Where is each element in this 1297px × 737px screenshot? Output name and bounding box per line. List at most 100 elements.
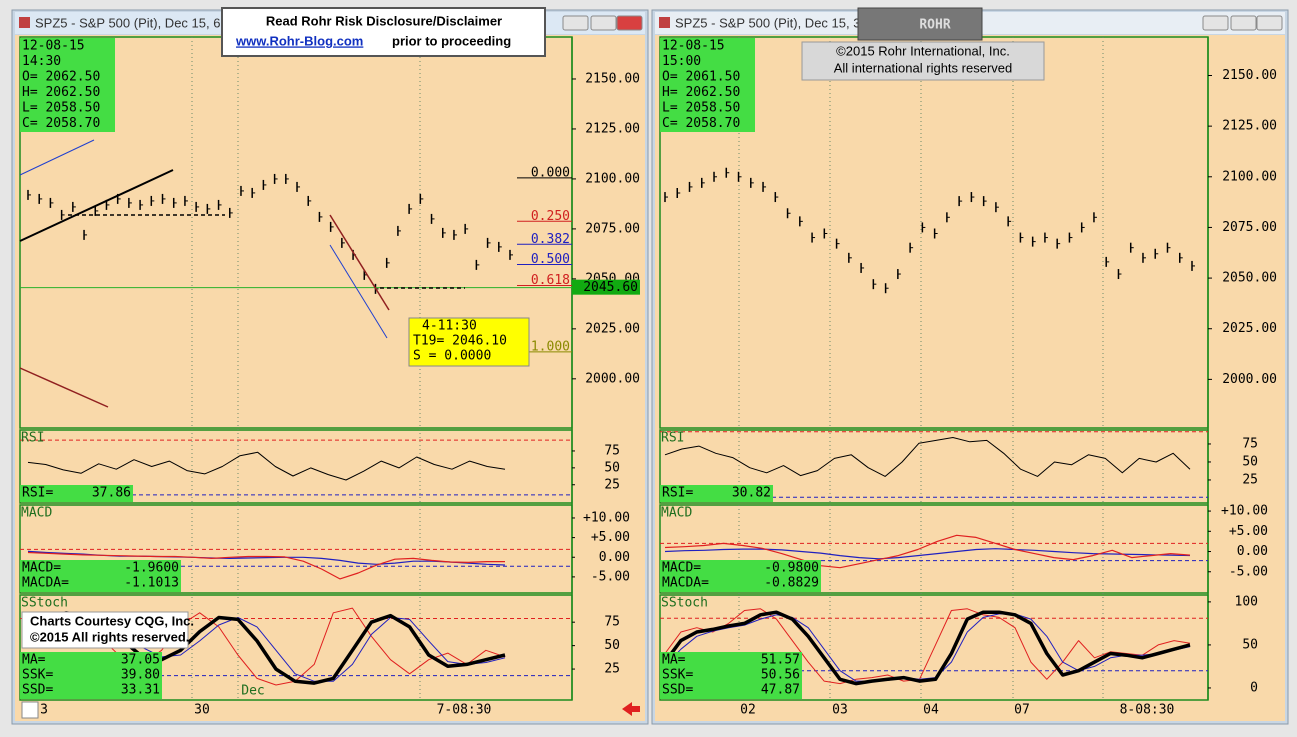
rsi-readout-box (20, 485, 133, 502)
macd-tick-label: 0.00 (599, 550, 630, 565)
stoch-readout-label: MA= (22, 653, 46, 668)
price-tick-label: 2100.00 (585, 171, 640, 186)
last-price-label: 2045.60 (583, 280, 638, 295)
scroll-arrow[interactable] (622, 702, 640, 716)
fib-label: 0.382 (531, 232, 570, 247)
disclaimer-text: prior to proceeding (392, 33, 511, 48)
macd-tick-label: +10.00 (583, 510, 630, 525)
tooltip-line: T19= 2046.10 (413, 334, 507, 349)
stoch-readout-label: SSK= (662, 668, 693, 683)
macd-readout-value: -0.8829 (764, 576, 819, 591)
stoch-readout-box (660, 652, 802, 699)
price-tick-label: 2000.00 (1222, 372, 1277, 387)
corner-box (21, 701, 39, 719)
trend-line (19, 139, 95, 176)
stoch-readout-value: 51.57 (761, 653, 800, 668)
x-tick-label: 07 (1014, 703, 1030, 718)
maximize-button[interactable] (1230, 15, 1257, 31)
close-button[interactable] (1256, 15, 1283, 31)
readout-line: 12-08-15 (662, 39, 725, 54)
window-title: SPZ5 - S&P 500 (Pit), Dec 15, 60 Min (35, 15, 252, 30)
macd-tick-label: -5.00 (591, 569, 630, 584)
logo-box (857, 7, 983, 41)
readout-line: H= 2062.50 (22, 85, 100, 100)
macd-readout-value: -0.9800 (764, 561, 819, 576)
x-tick-label: 7-08:30 (437, 703, 492, 718)
rsi-name: RSI (661, 431, 684, 446)
rsi-readout-label: RSI= (662, 486, 693, 501)
macd-readout-box (20, 560, 181, 592)
readout-line: H= 2062.50 (662, 85, 740, 100)
trend-line (19, 367, 109, 408)
x-tick-label: 04 (923, 703, 939, 718)
fib-label: 0.250 (531, 209, 570, 224)
stoch-readout-label: SSD= (662, 683, 693, 698)
readout-line: 12-08-15 (22, 39, 85, 54)
price-tick-label: 2025.00 (585, 321, 640, 336)
chart-area (15, 35, 645, 721)
macd-tick-label: -5.00 (1229, 564, 1268, 579)
copyright-line: All international rights reserved (834, 60, 1012, 75)
fib-label: 1.000 (531, 339, 570, 354)
window-title: SPZ5 - S&P 500 (Pit), Dec 15, 30 Min (675, 15, 892, 30)
stoch-readout-label: SSK= (22, 668, 53, 683)
trend-line (329, 244, 388, 339)
stoch-tick-label: 25 (604, 662, 620, 677)
price-tick-label: 2125.00 (585, 121, 640, 136)
macd-name: MACD (661, 506, 692, 521)
readout-line: L= 2058.50 (22, 101, 100, 116)
fib-label: 0.500 (531, 252, 570, 267)
stoch-line (664, 608, 1191, 685)
stoch-readout-label: SSD= (22, 683, 53, 698)
readout-box (660, 38, 755, 132)
stoch-readout-box (20, 652, 162, 699)
readout-line: O= 2061.50 (662, 70, 740, 85)
x-tick-label: 3 (40, 703, 48, 718)
x-tick-label: 03 (832, 703, 848, 718)
macd-readout-label: MACDA= (662, 576, 709, 591)
x-tick-label: 30 (194, 703, 210, 718)
readout-line: O= 2062.50 (22, 70, 100, 85)
macd-line (27, 551, 505, 580)
copyright-box (801, 41, 1045, 81)
readout-line: C= 2058.70 (22, 116, 100, 131)
disclaimer-box (221, 7, 546, 57)
rsi-tick-label: 25 (1242, 472, 1258, 487)
close-button[interactable] (616, 15, 643, 31)
rsi-line (664, 437, 1191, 477)
macd-tick-label: +5.00 (1229, 524, 1268, 539)
macd-line (664, 548, 1191, 560)
rsi-tick-label: 75 (604, 443, 620, 458)
macd-tick-label: +10.00 (1221, 504, 1268, 519)
stoch-tick-label: 50 (1242, 637, 1258, 652)
rsi-tick-label: 75 (1242, 436, 1258, 451)
courtesy-box (21, 611, 189, 649)
month-label: Dec (241, 684, 264, 699)
stoch-readout-value: 39.80 (121, 668, 160, 683)
macd-readout-label: MACD= (22, 561, 61, 576)
rsi-readout-box (660, 485, 773, 502)
title-icon (659, 17, 670, 28)
maximize-button[interactable] (590, 15, 617, 31)
title-icon (19, 17, 30, 28)
price-tick-label: 2100.00 (1222, 169, 1277, 184)
macd-name: MACD (21, 506, 52, 521)
minimize-button[interactable] (1202, 15, 1229, 31)
macd-tick-label: +5.00 (591, 530, 630, 545)
rsi-line (27, 451, 506, 481)
macd-readout-label: MACDA= (22, 576, 69, 591)
disclaimer-link[interactable]: www.Rohr-Blog.com (235, 33, 363, 48)
stoch-tick-label: 0 (1250, 680, 1258, 695)
stoch-readout-value: 37.05 (121, 653, 160, 668)
price-tick-label: 2000.00 (585, 371, 640, 386)
stoch-tick-label: 100 (1235, 594, 1258, 609)
rsi-tick-label: 50 (604, 460, 620, 475)
readout-line: C= 2058.70 (662, 116, 740, 131)
minimize-button[interactable] (562, 15, 589, 31)
price-tick-label: 2150.00 (585, 71, 640, 86)
last-price-box (572, 279, 640, 295)
stoch-readout-value: 47.87 (761, 683, 800, 698)
rsi-tick-label: 50 (1242, 454, 1258, 469)
macd-readout-value: -1.1013 (124, 576, 179, 591)
